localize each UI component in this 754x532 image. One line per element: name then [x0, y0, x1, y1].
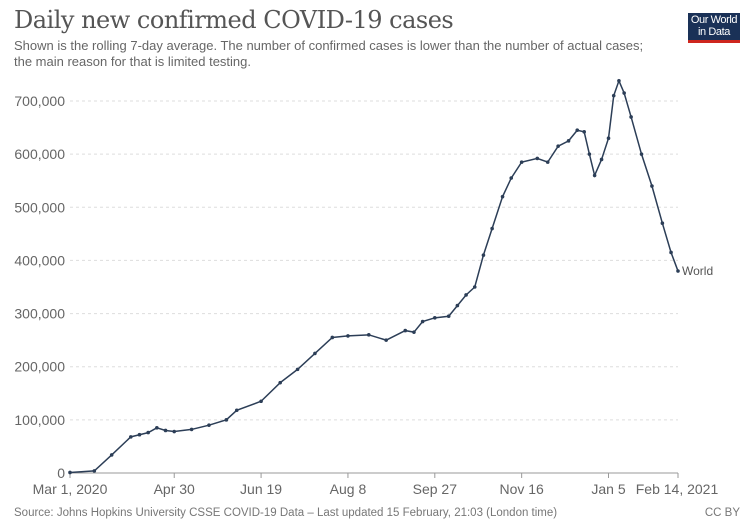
- x-tick-label: Aug 8: [330, 481, 367, 497]
- data-point: [490, 226, 494, 231]
- data-point: [155, 426, 159, 430]
- data-point: [313, 351, 317, 356]
- data-point: [109, 453, 114, 457]
- data-point: [295, 367, 300, 372]
- data-point: [676, 269, 680, 273]
- data-point: [622, 91, 626, 95]
- series-line-world: [69, 78, 679, 474]
- data-point: [234, 408, 239, 413]
- data-point: [412, 330, 416, 334]
- data-point: [575, 128, 580, 133]
- data-point: [650, 184, 654, 188]
- license-link[interactable]: CC BY: [704, 507, 740, 519]
- y-tick-label: 700,000: [14, 93, 65, 109]
- data-point: [599, 157, 604, 162]
- data-point: [330, 335, 335, 340]
- data-point: [446, 314, 451, 319]
- y-tick-label: 0: [57, 465, 65, 481]
- chart-subtitle: Shown is the rolling 7-day average. The …: [14, 38, 644, 69]
- source-note[interactable]: Source: Johns Hopkins University CSSE CO…: [14, 507, 558, 519]
- y-tick-label: 400,000: [14, 252, 65, 268]
- y-tick-label: 200,000: [14, 359, 65, 375]
- data-point: [566, 139, 571, 143]
- data-point: [366, 333, 371, 337]
- data-point: [639, 152, 644, 156]
- data-point: [189, 427, 194, 432]
- chart-title: Daily new confirmed COVID-19 cases: [14, 6, 454, 34]
- x-tick-label: Jan 5: [591, 481, 625, 497]
- data-point: [259, 399, 263, 404]
- y-tick-label: 500,000: [14, 199, 65, 215]
- x-tick-label: Sep 27: [413, 481, 458, 497]
- data-point: [224, 418, 229, 422]
- data-point: [129, 435, 133, 439]
- data-point: [611, 93, 616, 98]
- data-point: [420, 319, 425, 324]
- data-point: [556, 144, 560, 148]
- data-point: [509, 176, 514, 180]
- data-point: [500, 194, 505, 199]
- y-tick-label: 300,000: [14, 306, 65, 322]
- data-point: [384, 338, 388, 342]
- data-point: [617, 79, 621, 83]
- data-point: [278, 380, 282, 385]
- data-point: [92, 469, 97, 473]
- data-point: [472, 285, 477, 289]
- x-tick-label: Apr 30: [154, 481, 195, 497]
- data-point: [587, 152, 592, 156]
- data-point: [592, 173, 597, 178]
- data-point: [137, 432, 142, 437]
- owid-logo[interactable]: Our World in Data: [688, 13, 740, 43]
- data-point: [582, 130, 586, 134]
- data-point: [481, 253, 486, 257]
- x-tick-label: Nov 16: [499, 481, 544, 497]
- x-tick-label: Jun 19: [240, 481, 282, 497]
- data-point: [660, 221, 665, 226]
- data-point: [68, 470, 72, 475]
- data-point: [669, 250, 673, 255]
- data-point: [519, 160, 524, 164]
- y-tick-label: 600,000: [14, 146, 65, 162]
- y-tick-label: 100,000: [14, 412, 65, 428]
- data-point: [606, 136, 611, 140]
- data-point: [146, 430, 150, 435]
- data-point: [433, 316, 437, 320]
- data-point: [346, 334, 350, 338]
- data-point: [535, 156, 540, 161]
- data-point: [455, 303, 460, 308]
- data-point: [163, 428, 168, 433]
- data-point: [207, 423, 211, 427]
- series-label: World: [682, 264, 713, 278]
- data-point: [629, 115, 633, 119]
- data-point: [464, 293, 468, 297]
- data-point: [545, 160, 550, 164]
- data-point: [403, 328, 408, 333]
- data-point: [172, 429, 177, 434]
- x-tick-label: Mar 1, 2020: [33, 481, 108, 497]
- x-tick-label: Feb 14, 2021: [636, 481, 719, 497]
